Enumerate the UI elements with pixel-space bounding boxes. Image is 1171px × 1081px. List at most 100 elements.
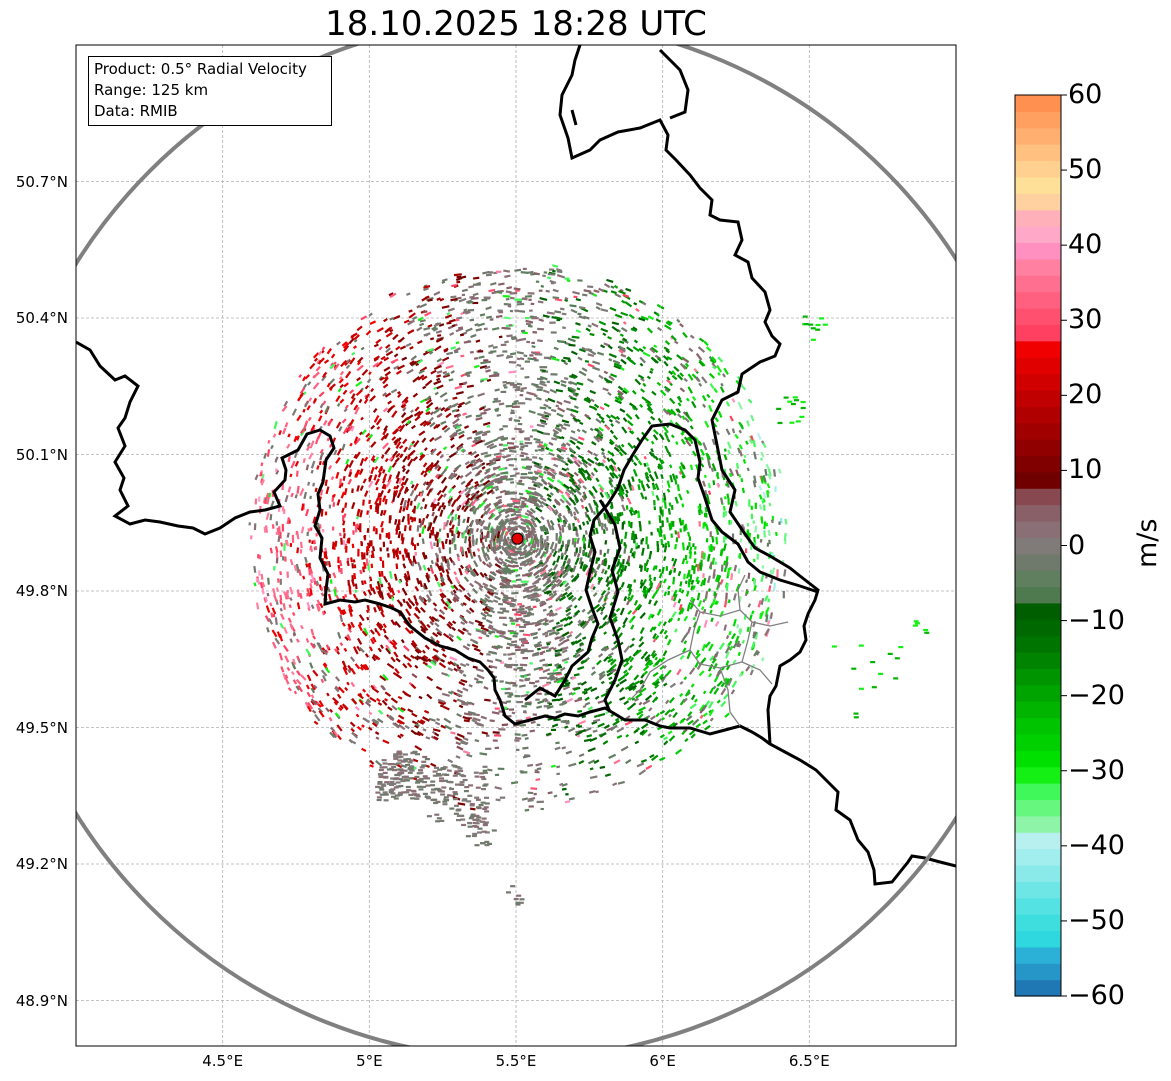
echo-gate: [443, 427, 451, 433]
echo-gate: [425, 398, 433, 405]
echo-gate: [480, 715, 487, 720]
echo-gate: [609, 601, 614, 606]
echo-gate: [471, 643, 479, 649]
echo-gate: [503, 303, 512, 306]
echo-gate: [437, 334, 442, 337]
echo-gate: [524, 294, 532, 298]
echo-gate: [426, 421, 432, 426]
echo-gate: [686, 489, 690, 495]
echo-gate: [434, 654, 442, 661]
echo-gate: [651, 390, 657, 396]
echo-gate: [416, 542, 420, 547]
echo-gate: [557, 488, 564, 495]
echo-gate: [704, 641, 711, 649]
echo-gate: [734, 433, 739, 440]
echo-gate: [505, 700, 511, 703]
echo-gate: [363, 627, 369, 636]
echo-gate: [521, 476, 528, 479]
echo-gate: [357, 548, 360, 557]
echo-gate: [617, 385, 624, 391]
echo-gate: [604, 540, 608, 545]
echo-gate: [597, 722, 605, 728]
echo-gate: [509, 619, 515, 623]
echo-gate: [541, 646, 549, 650]
echo-gate: [610, 423, 615, 427]
echo-gate: [598, 483, 605, 491]
echo-gate: [303, 491, 308, 500]
echo-gate: [363, 534, 367, 540]
echo-gate: [366, 542, 371, 549]
echo-gate: [445, 412, 452, 419]
echo-gate: [640, 539, 643, 545]
echo-gate: [578, 546, 582, 554]
echo-gate: [369, 504, 373, 510]
echo-gate: [344, 636, 350, 641]
echo-gate: [520, 580, 529, 583]
echo-gate: [577, 454, 585, 460]
echo-gate: [445, 568, 450, 575]
echo-gate: [286, 571, 289, 578]
echo-gate: [256, 578, 261, 585]
echo-gate: [607, 564, 611, 570]
echo-gate: [284, 556, 287, 562]
echo-gate: [457, 430, 465, 436]
echo-gate: [491, 591, 499, 595]
echo-gate: [591, 441, 597, 446]
echo-gate: [532, 456, 538, 459]
echo-gate: [536, 388, 543, 392]
echo-gate: [433, 654, 440, 661]
echo-gate: [738, 627, 742, 633]
echo-gate: [407, 513, 410, 522]
echo-gate: [355, 380, 363, 387]
echo-gate: [530, 315, 534, 318]
echo-gate: [321, 349, 325, 354]
echo-gate: [454, 544, 457, 551]
echo-gate: [521, 559, 528, 564]
echo-gate: [556, 772, 560, 776]
echo-gate: [387, 465, 393, 473]
echo-gate: [736, 462, 739, 469]
echo-gate: [597, 712, 606, 718]
echo-gate: [448, 633, 454, 638]
echo-gate: [614, 399, 623, 405]
echo-gate: [551, 476, 556, 480]
echo-gate: [311, 709, 317, 714]
echo-gate: [738, 450, 743, 457]
echo-gate: [569, 489, 575, 496]
echo-gate: [683, 377, 688, 383]
echo-gate: [517, 422, 523, 426]
echo-gate: [612, 359, 621, 365]
echo-gate: [429, 421, 436, 428]
echo-gate: [758, 504, 763, 510]
echo-gate: [598, 673, 604, 679]
echo-gate: [316, 359, 321, 365]
echo-gate: [289, 543, 293, 547]
echo-gate: [587, 502, 593, 510]
echo-gate: [727, 599, 731, 604]
echo-gate: [444, 724, 453, 731]
echo-gate: [397, 589, 401, 594]
echo-gate: [503, 269, 511, 273]
echo-gate: [284, 655, 290, 663]
echo-gate: [449, 528, 452, 533]
echo-gate: [429, 564, 433, 569]
echo-gate: [422, 728, 427, 732]
echo-gate: [622, 661, 630, 668]
echo-gate: [338, 378, 344, 384]
echo-gate: [397, 531, 402, 539]
echo-gate: [447, 325, 453, 330]
echo-gate: [539, 569, 547, 575]
echo-gate: [646, 544, 650, 550]
echo-gate: [417, 491, 422, 497]
echo-gate: [406, 456, 411, 461]
echo-gate: [514, 739, 520, 742]
echo-gate: [356, 523, 359, 528]
echo-gate: [631, 485, 635, 491]
echo-gate: [780, 517, 783, 524]
echo-gate: [658, 515, 662, 524]
echo-gate: [614, 293, 622, 298]
echo-gate: [587, 285, 594, 289]
echo-gate: [748, 499, 751, 507]
echo-gate: [591, 666, 596, 670]
echo-gate: [685, 590, 690, 597]
